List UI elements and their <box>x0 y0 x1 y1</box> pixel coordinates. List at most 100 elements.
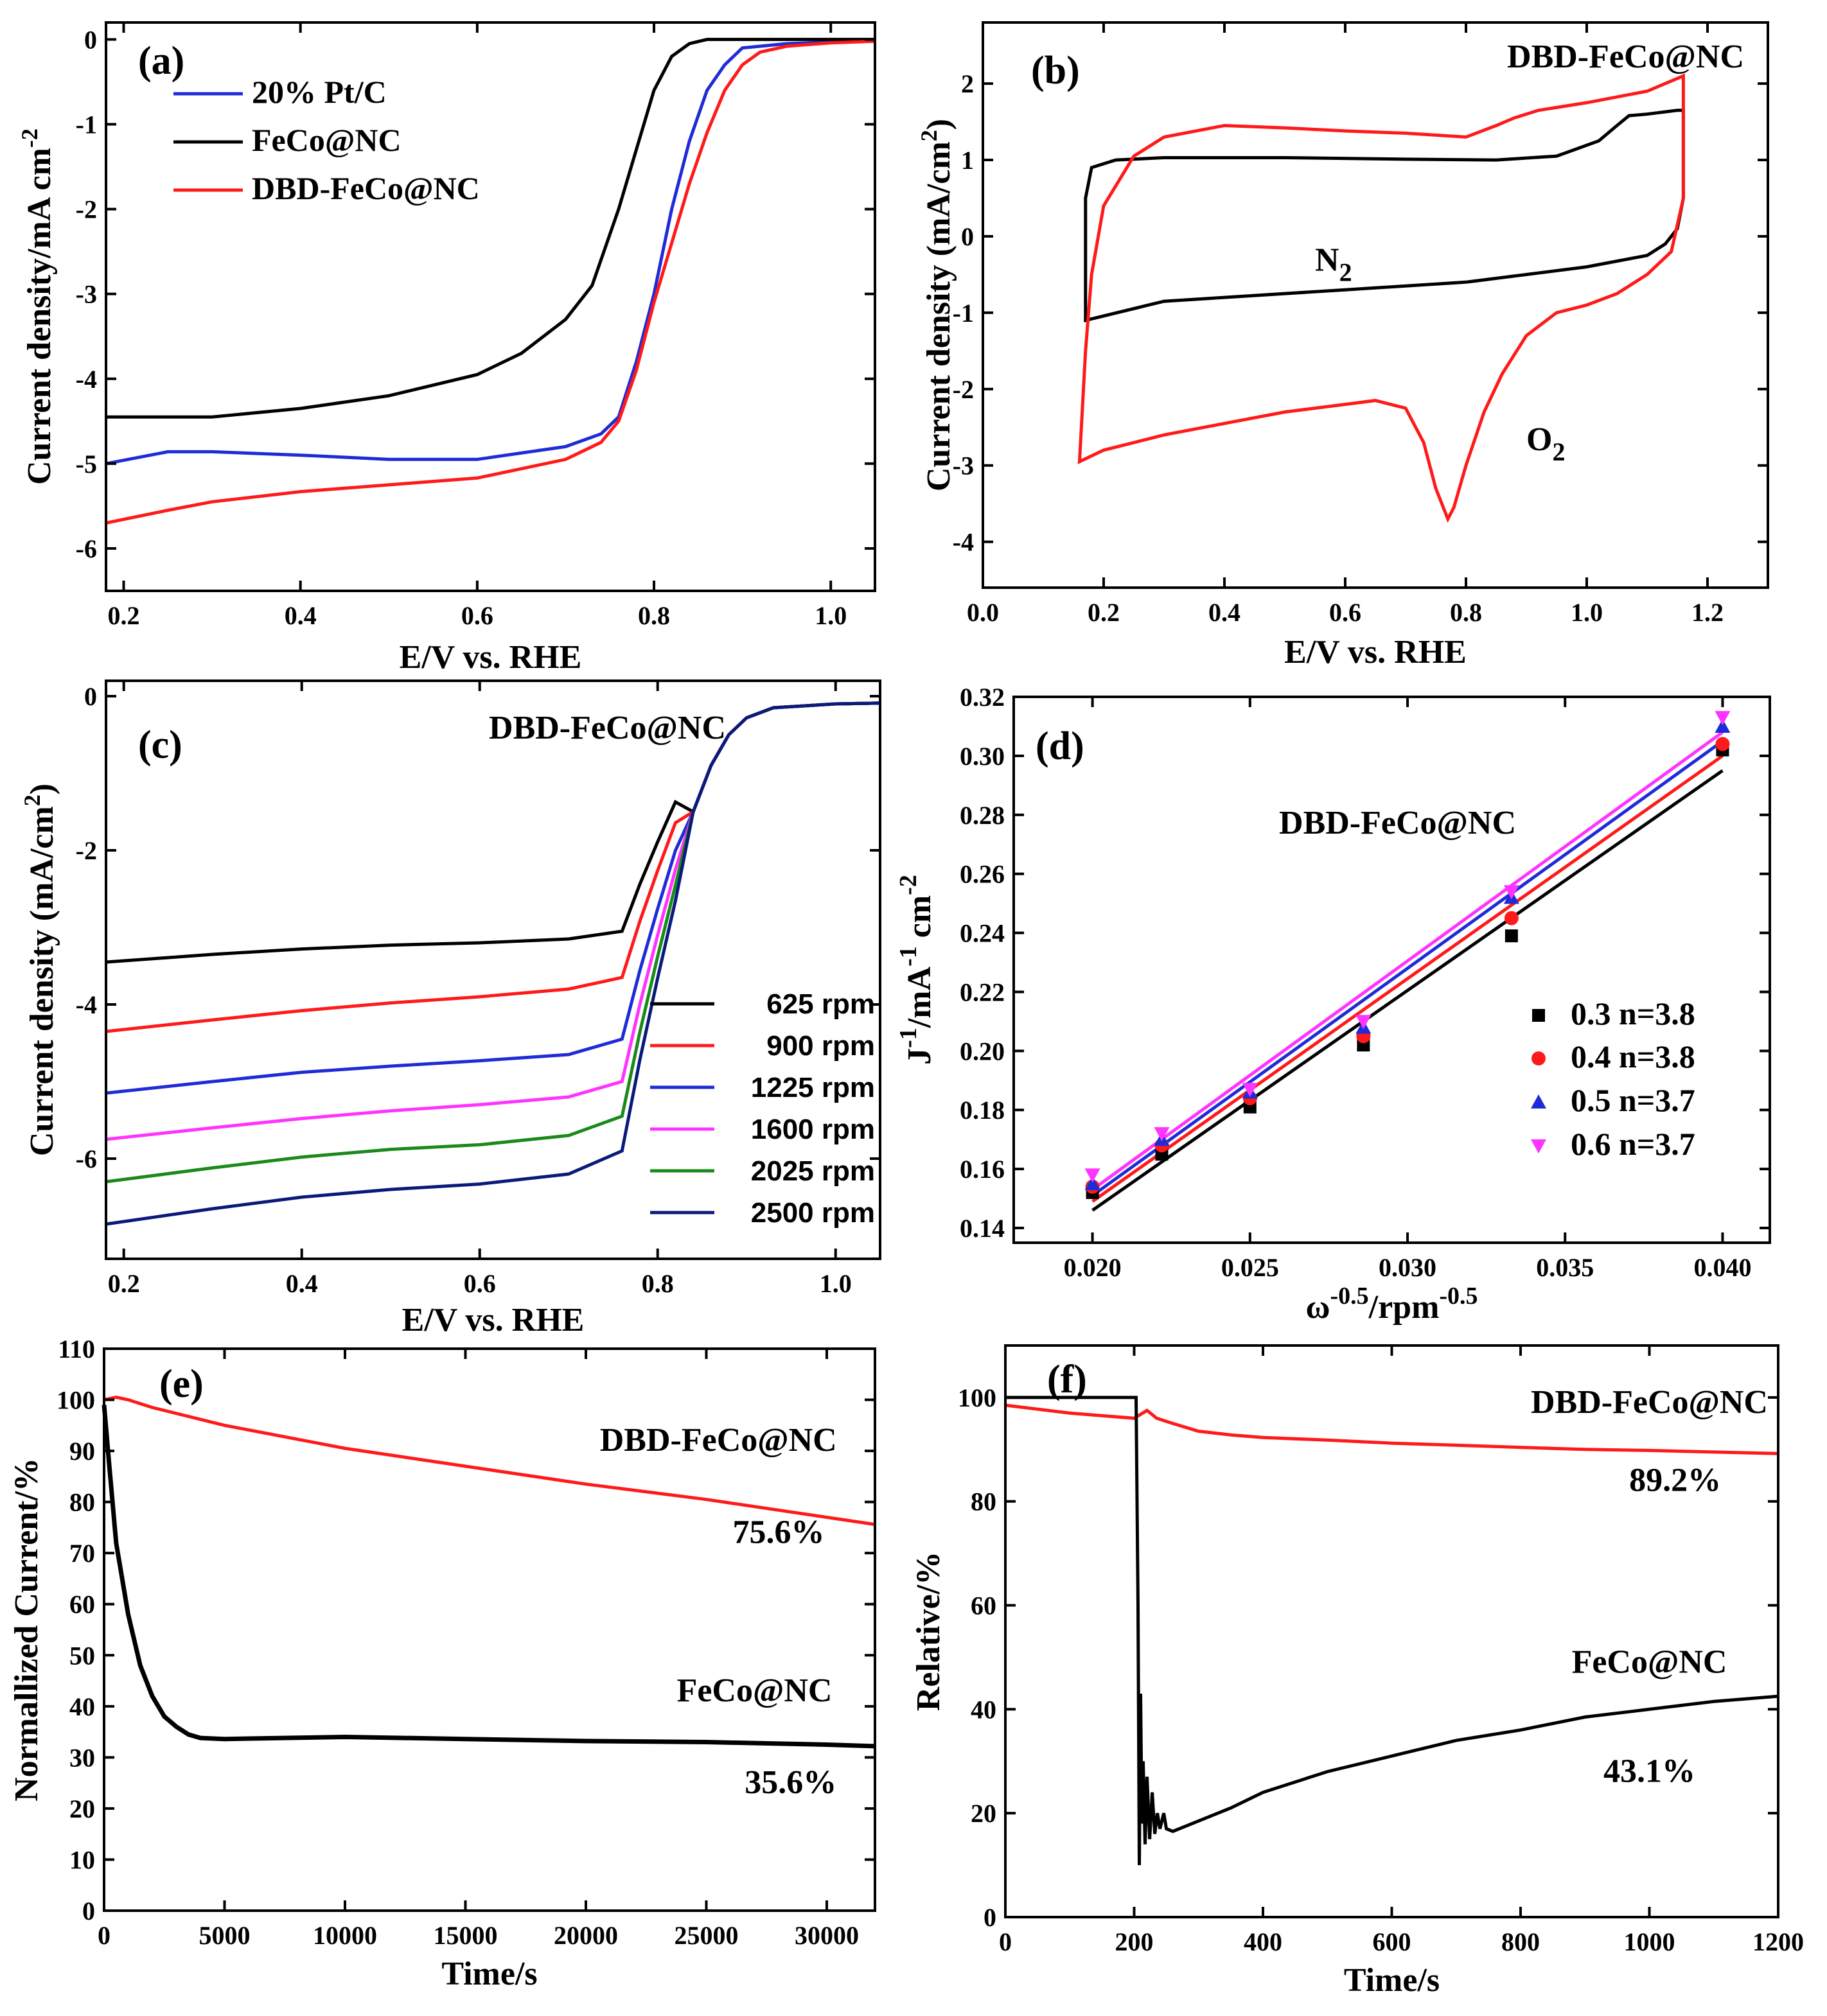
y-axis-label-end: ) <box>921 119 957 130</box>
series-line-1 <box>1005 1403 1779 1455</box>
x-axis-label: E/V vs. RHE <box>400 639 582 676</box>
y-axis-label-sup: 2 <box>19 794 45 806</box>
y-axis-label-text: Current density/mA cm <box>21 148 58 485</box>
panel-label: (b) <box>1031 49 1080 92</box>
y-tick-label: 0 <box>84 25 97 54</box>
x-tick-label: 0.8 <box>1450 598 1482 627</box>
y-axis-label-text: Normallized Current/% <box>8 1458 45 1801</box>
x-axis-label: Time/s <box>1344 1962 1440 1999</box>
y-tick-label: 2 <box>961 69 974 98</box>
plot-frame <box>1012 696 1771 1244</box>
x-tick-label: 0.035 <box>1536 1253 1594 1282</box>
panel-label: (d) <box>1036 724 1084 768</box>
x-tick-label: 1.0 <box>1571 598 1603 627</box>
y-tick-label: -6 <box>76 534 97 563</box>
x-axis-label: Time/s <box>441 1956 537 1992</box>
y-tick-label: 0.18 <box>960 1096 1005 1125</box>
y-tick-label: 20 <box>971 1799 996 1828</box>
panel-d: 0.020 0.025 0.030 0.035 0.040 0.14 0.16 0.18 0.2… <box>895 683 1771 1326</box>
x-axis-label-mid: /rpm <box>1368 1289 1440 1326</box>
y-tick-label: 0.24 <box>960 919 1005 948</box>
y-tick-label: -6 <box>76 1144 97 1173</box>
x-axis-label-sup: -0.5 <box>1330 1283 1368 1310</box>
x-tick-label: 0.6 <box>1329 598 1361 627</box>
y-tick-label: 0.20 <box>960 1037 1005 1065</box>
legend-label: 1600 rpm <box>751 1114 875 1145</box>
fit-line-3 <box>1091 739 1724 1197</box>
curve-annotation: 43.1% <box>1603 1753 1695 1790</box>
data-point <box>1355 1015 1372 1030</box>
x-tick-label: 30000 <box>795 1921 859 1950</box>
y-tick-label: 1 <box>961 146 974 175</box>
legend-label: 0.4 n=3.8 <box>1571 1039 1695 1074</box>
y-tick-label: 60 <box>69 1590 95 1619</box>
x-tick-label: 1.2 <box>1691 598 1724 627</box>
y-tick-label: -2 <box>953 375 974 404</box>
series-line-2 <box>1077 73 1685 523</box>
series-line-2 <box>1005 1396 1779 1866</box>
data-point <box>1503 885 1519 900</box>
legend-marker <box>1531 1139 1546 1153</box>
y-tick-label: -1 <box>76 110 97 139</box>
x-tick-label: 0.0 <box>967 598 999 627</box>
legend-label: 625 rpm <box>766 988 875 1020</box>
x-tick-label: 0.020 <box>1064 1253 1122 1282</box>
x-tick-label: 800 <box>1501 1927 1540 1956</box>
x-tick-label: 0.2 <box>108 1269 140 1298</box>
y-tick-label: 70 <box>69 1539 95 1568</box>
series-line-1 <box>105 39 876 466</box>
x-tick-label: 0.4 <box>285 601 317 630</box>
legend-label: 900 rpm <box>766 1030 875 1062</box>
data-point <box>1715 737 1730 751</box>
y-tick-label: 100 <box>958 1383 996 1412</box>
x-tick-label: 15000 <box>434 1921 498 1950</box>
y-tick-label: 0.26 <box>960 860 1005 889</box>
plot-frame <box>1004 1344 1779 1918</box>
y-axis-label: J-1/mA-1 cm-2 <box>895 875 938 1065</box>
data-point <box>1505 929 1518 943</box>
x-tick-label: 0.4 <box>1208 598 1240 627</box>
plot-frame <box>105 21 876 592</box>
x-tick-label: 0.8 <box>642 1269 674 1298</box>
x-tick-label: 10000 <box>313 1921 377 1950</box>
legend-label: 1225 rpm <box>751 1072 875 1103</box>
y-tick-label: 0.16 <box>960 1155 1005 1184</box>
y-tick-label: 0.32 <box>960 683 1005 712</box>
x-tick-label: 1000 <box>1624 1927 1675 1956</box>
curve-label-text: N <box>1315 241 1339 278</box>
y-axis-label-text: Relative/% <box>910 1552 947 1711</box>
panel-title: DBD-FeCo@NC <box>1507 39 1744 75</box>
y-axis-label-sup: -1 <box>895 946 922 967</box>
y-axis-label-mid: /mA <box>901 966 938 1028</box>
x-tick-label: 400 <box>1244 1927 1282 1956</box>
y-tick-label: 20 <box>69 1794 95 1823</box>
x-tick-label: 0 <box>98 1921 110 1950</box>
legend-marker <box>1531 1094 1546 1109</box>
panel-c: 0.2 0.4 0.6 0.8 1.0 0 -2 -4 -6 (c) DBD-FeCo@NC 625 … <box>19 679 881 1338</box>
x-tick-label: 20000 <box>554 1921 618 1950</box>
series-line-1 <box>1084 109 1685 322</box>
curve-annotation: 75.6% <box>733 1514 825 1550</box>
x-tick-label: 0.2 <box>1088 598 1120 627</box>
y-axis-label: Current density/mA cm-2 <box>17 128 58 485</box>
y-tick-label: 0.28 <box>960 801 1005 830</box>
y-axis-label-sup: -2 <box>895 875 922 895</box>
x-tick-label: 0.6 <box>464 1269 496 1298</box>
legend-label: 2500 rpm <box>751 1197 875 1229</box>
curve-label-text: O <box>1526 421 1552 458</box>
x-tick-label: 5000 <box>199 1921 251 1950</box>
panel-b: 0.0 0.2 0.4 0.6 0.8 1.0 1.2 2 1 0 -1 -2 -3 -4 (b) DBD-F… <box>916 21 1769 671</box>
panel-label: (a) <box>138 39 184 83</box>
y-tick-label: 80 <box>69 1488 95 1517</box>
panel-title: DBD-FeCo@NC <box>1279 805 1516 841</box>
x-tick-label: 0.2 <box>108 601 140 630</box>
x-axis-label-sup: -0.5 <box>1439 1283 1478 1310</box>
y-tick-label: 110 <box>58 1335 95 1363</box>
legend-label: FeCo@NC <box>252 122 402 158</box>
curve-annotation: FeCo@NC <box>677 1672 833 1709</box>
curve-label-sub: 2 <box>1552 437 1565 466</box>
x-tick-label: 200 <box>1115 1927 1154 1956</box>
y-tick-label: 10 <box>69 1845 95 1874</box>
y-axis-label: Relative/% <box>910 1552 947 1711</box>
y-axis-label-sup: -1 <box>895 1028 922 1048</box>
